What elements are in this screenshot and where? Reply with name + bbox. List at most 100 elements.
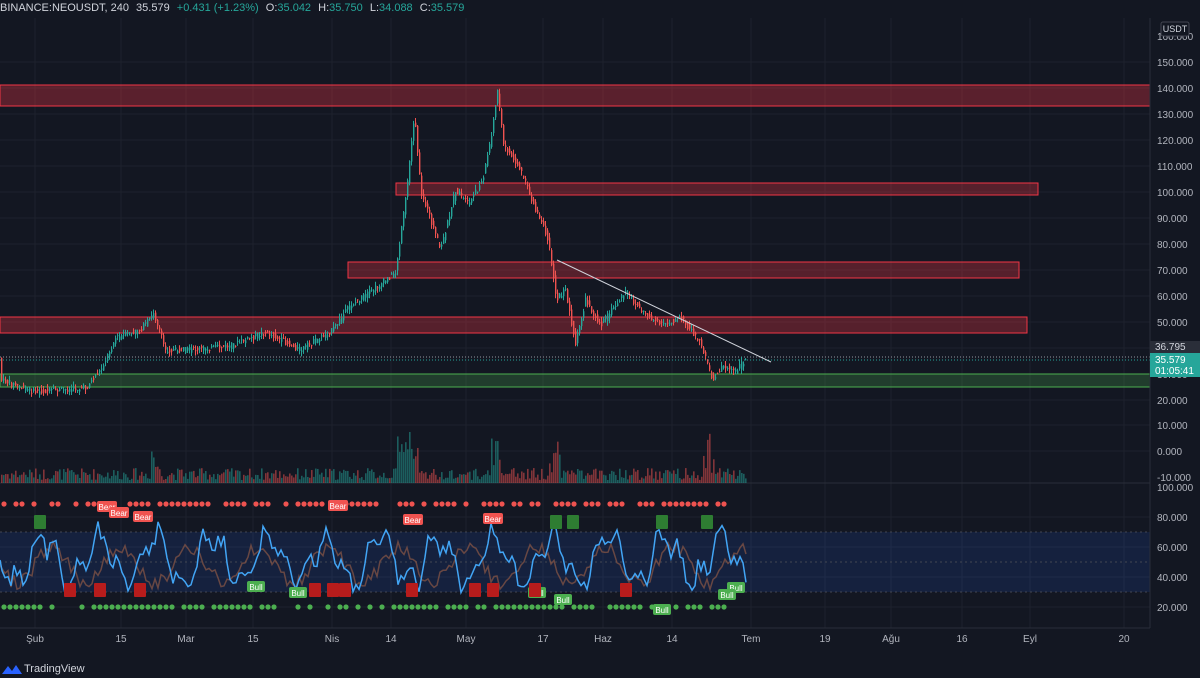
candle-body [433, 220, 435, 228]
volume-bar [567, 470, 569, 483]
bull-badge-label: Bull [655, 606, 669, 615]
volume-bar [275, 470, 277, 483]
volume-bar [331, 470, 333, 483]
volume-bar [71, 470, 73, 483]
volume-bar [149, 478, 151, 483]
time-tick-label: 16 [956, 634, 968, 645]
bull-dot [463, 604, 469, 610]
candle-body [541, 220, 543, 223]
candle-body [429, 209, 431, 215]
volume-bar [583, 478, 585, 483]
volume-bar [653, 478, 655, 483]
bear-dot [703, 501, 709, 507]
volume-bar [475, 468, 477, 483]
volume-bar [695, 478, 697, 483]
volume-bar [629, 475, 631, 483]
bear-dot [481, 501, 487, 507]
candle-body [159, 327, 161, 330]
volume-bar [367, 468, 369, 483]
bear-dot [205, 501, 211, 507]
bull-dot [337, 604, 343, 610]
bear-dot [283, 501, 289, 507]
candle-body [213, 345, 215, 347]
volume-bar [595, 468, 597, 483]
time-axis[interactable]: Şub 15 Mar 15 Nis 14 May 17 Haz 14 Tem 19 Ağu 16 Eyl 20 [26, 634, 1130, 645]
bear-dot [535, 501, 541, 507]
bull-dot [19, 604, 25, 610]
candle-body [295, 345, 297, 351]
bear-dot [487, 501, 493, 507]
volume-bar [727, 468, 729, 483]
volume-bar [19, 475, 21, 483]
volume-bar [411, 448, 413, 483]
candle-body [607, 313, 609, 322]
price-tick-label: 60.000 [1157, 292, 1188, 303]
volume-bar [205, 470, 207, 483]
volume-bar [347, 470, 349, 483]
candle-body [555, 275, 557, 294]
volume-bar [523, 472, 525, 483]
candle-body [507, 148, 509, 153]
bear-flag-marker [620, 583, 632, 597]
candle-body [663, 322, 665, 324]
volume-bar [481, 476, 483, 483]
candle-body [415, 122, 417, 127]
price-axis[interactable] [1150, 18, 1200, 628]
volume-bar [43, 469, 45, 483]
price-tick-label: 90.000 [1157, 214, 1188, 225]
candle-body [461, 193, 463, 196]
candle-body [557, 292, 559, 301]
volume-bar [599, 470, 601, 483]
bull-dot [31, 604, 37, 610]
candle-body [157, 319, 159, 326]
candle-body [503, 125, 505, 145]
bear-dot [649, 501, 655, 507]
candle-body [527, 184, 529, 187]
volume-bar [329, 468, 331, 483]
candle-body [137, 332, 139, 334]
currency-unit-button[interactable] [1160, 21, 1190, 37]
volume-bar [477, 476, 479, 483]
bear-flag-marker [529, 583, 541, 597]
candle-body [467, 200, 469, 202]
candle-body [285, 340, 287, 345]
candle-body [185, 347, 187, 353]
candle-body [5, 379, 7, 384]
candle-body [75, 388, 77, 391]
candle-body [219, 344, 221, 348]
volume-bar [99, 474, 101, 483]
volume-bar [531, 470, 533, 483]
bull-dot [157, 604, 163, 610]
bull-dot [397, 604, 403, 610]
candle-body [639, 303, 641, 308]
volume-bar [657, 479, 659, 483]
bull-dot [685, 604, 691, 610]
volume-bar [141, 471, 143, 483]
volume-bar [397, 436, 399, 483]
bear-dot [295, 501, 301, 507]
bull-dot [451, 604, 457, 610]
bull-badge [554, 594, 572, 605]
candle-body [611, 308, 613, 315]
bull-dot [553, 604, 559, 610]
volume-bar [157, 466, 159, 483]
close-label: C: [419, 2, 431, 14]
descending-trendline[interactable] [556, 259, 772, 363]
volume-bar [221, 473, 223, 483]
bear-dot [667, 501, 673, 507]
price-tick-label: 130.000 [1157, 110, 1194, 121]
candle-body [619, 301, 621, 303]
volume-bar [17, 477, 19, 483]
volume-bar [267, 472, 269, 483]
time-tick-label: 15 [115, 634, 127, 645]
candle-body [61, 387, 63, 389]
candle-body [203, 346, 205, 351]
candle-body [615, 305, 617, 307]
candle-body [735, 369, 737, 372]
symbol-title[interactable]: BINANCE:NEOUSDT, 240 [0, 2, 129, 14]
volume-bar [119, 478, 121, 483]
bull-dot [325, 604, 331, 610]
support-zone-30 [0, 373, 1151, 388]
candle-body [49, 388, 51, 392]
